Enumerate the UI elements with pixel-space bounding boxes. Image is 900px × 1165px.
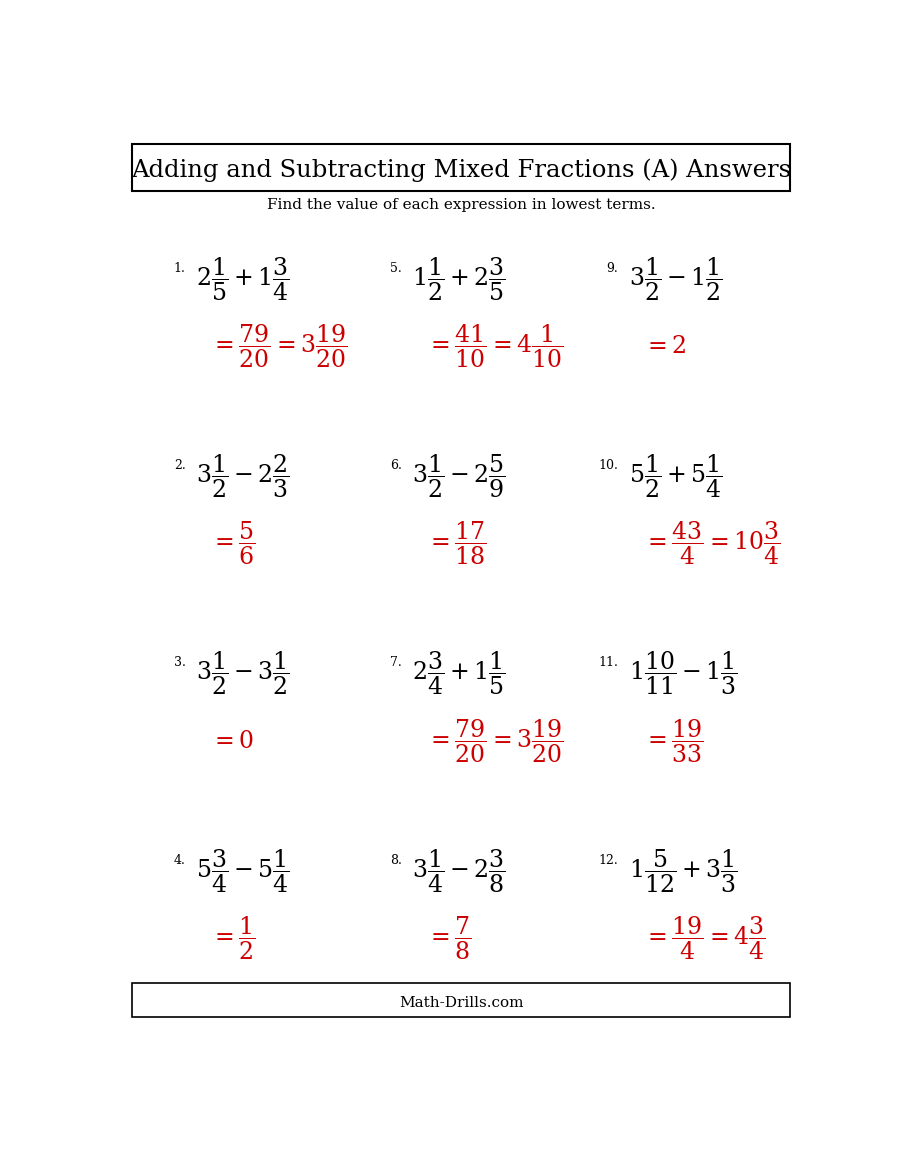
Text: $3\dfrac{1}{2} - 2\dfrac{5}{9}$: $3\dfrac{1}{2} - 2\dfrac{5}{9}$ xyxy=(412,452,507,500)
Text: 11.: 11. xyxy=(598,656,618,669)
Text: $= \dfrac{1}{2}$: $= \dfrac{1}{2}$ xyxy=(210,915,256,962)
FancyBboxPatch shape xyxy=(132,144,790,191)
Text: Find the value of each expression in lowest terms.: Find the value of each expression in low… xyxy=(267,198,655,212)
Text: 10.: 10. xyxy=(598,459,618,472)
Text: $3\dfrac{1}{4} - 2\dfrac{3}{8}$: $3\dfrac{1}{4} - 2\dfrac{3}{8}$ xyxy=(412,847,507,895)
Text: $5\dfrac{1}{2} + 5\dfrac{1}{4}$: $5\dfrac{1}{2} + 5\dfrac{1}{4}$ xyxy=(628,452,723,500)
Text: $1\dfrac{10}{11} - 1\dfrac{1}{3}$: $1\dfrac{10}{11} - 1\dfrac{1}{3}$ xyxy=(628,650,737,697)
Text: $= \dfrac{79}{20} = 3\dfrac{19}{20}$: $= \dfrac{79}{20} = 3\dfrac{19}{20}$ xyxy=(210,323,347,369)
Text: $= \dfrac{17}{18}$: $= \dfrac{17}{18}$ xyxy=(427,520,487,567)
Text: $= \dfrac{79}{20} = 3\dfrac{19}{20}$: $= \dfrac{79}{20} = 3\dfrac{19}{20}$ xyxy=(427,718,564,764)
Text: 4.: 4. xyxy=(174,854,185,867)
Text: 2.: 2. xyxy=(174,459,185,472)
Text: $2\dfrac{1}{5} + 1\dfrac{3}{4}$: $2\dfrac{1}{5} + 1\dfrac{3}{4}$ xyxy=(196,255,290,303)
Text: 9.: 9. xyxy=(607,262,618,275)
Text: $= 0$: $= 0$ xyxy=(210,729,255,753)
Text: $1\dfrac{1}{2} + 2\dfrac{3}{5}$: $1\dfrac{1}{2} + 2\dfrac{3}{5}$ xyxy=(412,255,507,303)
Text: 1.: 1. xyxy=(174,262,185,275)
Text: $1\dfrac{5}{12} + 3\dfrac{1}{3}$: $1\dfrac{5}{12} + 3\dfrac{1}{3}$ xyxy=(628,847,737,895)
Text: $= \dfrac{19}{33}$: $= \dfrac{19}{33}$ xyxy=(643,718,704,764)
Text: 5.: 5. xyxy=(391,262,402,275)
Text: $= \dfrac{5}{6}$: $= \dfrac{5}{6}$ xyxy=(210,520,256,567)
Text: $= \dfrac{43}{4} = 10\dfrac{3}{4}$: $= \dfrac{43}{4} = 10\dfrac{3}{4}$ xyxy=(643,520,780,567)
FancyBboxPatch shape xyxy=(132,983,790,1017)
Text: 12.: 12. xyxy=(598,854,618,867)
Text: $= 2$: $= 2$ xyxy=(643,334,686,358)
Text: Adding and Subtracting Mixed Fractions (A) Answers: Adding and Subtracting Mixed Fractions (… xyxy=(131,158,791,182)
Text: $= \dfrac{7}{8}$: $= \dfrac{7}{8}$ xyxy=(427,915,472,962)
Text: $5\dfrac{3}{4} - 5\dfrac{1}{4}$: $5\dfrac{3}{4} - 5\dfrac{1}{4}$ xyxy=(196,847,290,895)
Text: $= \dfrac{41}{10} = 4\dfrac{1}{10}$: $= \dfrac{41}{10} = 4\dfrac{1}{10}$ xyxy=(427,323,564,369)
Text: 7.: 7. xyxy=(391,656,402,669)
Text: $= \dfrac{19}{4} = 4\dfrac{3}{4}$: $= \dfrac{19}{4} = 4\dfrac{3}{4}$ xyxy=(643,915,765,962)
Text: $3\dfrac{1}{2} - 3\dfrac{1}{2}$: $3\dfrac{1}{2} - 3\dfrac{1}{2}$ xyxy=(196,650,290,697)
Text: 6.: 6. xyxy=(390,459,402,472)
Text: $3\dfrac{1}{2} - 1\dfrac{1}{2}$: $3\dfrac{1}{2} - 1\dfrac{1}{2}$ xyxy=(628,255,723,303)
Text: 3.: 3. xyxy=(174,656,185,669)
Text: $2\dfrac{3}{4} + 1\dfrac{1}{5}$: $2\dfrac{3}{4} + 1\dfrac{1}{5}$ xyxy=(412,650,507,697)
Text: $3\dfrac{1}{2} - 2\dfrac{2}{3}$: $3\dfrac{1}{2} - 2\dfrac{2}{3}$ xyxy=(196,452,290,500)
Text: 8.: 8. xyxy=(390,854,402,867)
Text: Math-Drills.com: Math-Drills.com xyxy=(399,996,524,1010)
